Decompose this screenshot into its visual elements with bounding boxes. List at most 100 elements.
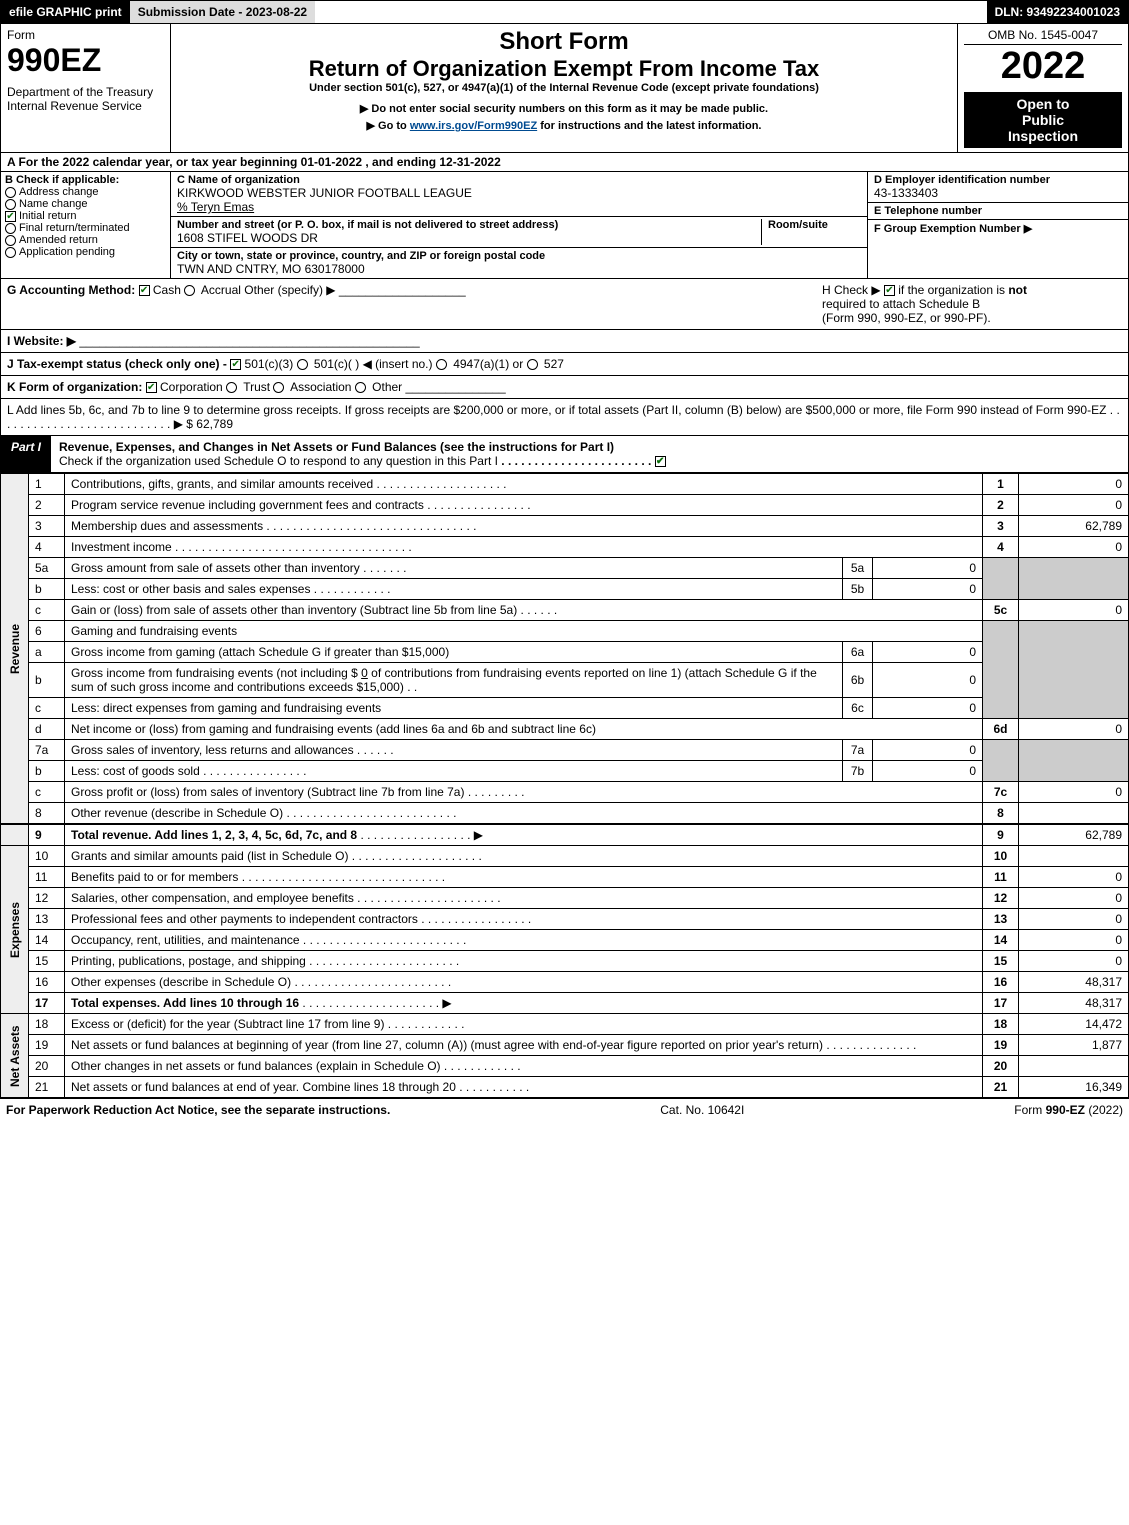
row-4: 4 Investment income . . . . . . . . . . … — [1, 537, 1129, 558]
sub3-post: for instructions and the latest informat… — [540, 120, 761, 132]
subtitle-2: ▶ Do not enter social security numbers o… — [177, 102, 951, 115]
open-line-2: Public — [968, 112, 1118, 128]
row-7c: c Gross profit or (loss) from sales of i… — [1, 782, 1129, 803]
row-5a: 5a Gross amount from sale of assets othe… — [1, 558, 1129, 579]
r1-n: 1 — [29, 474, 65, 495]
line-a: A For the 2022 calendar year, or tax yea… — [0, 153, 1129, 172]
row-6a: a Gross income from gaming (attach Sched… — [1, 642, 1129, 663]
chk-amended-return[interactable]: Amended return — [5, 234, 166, 246]
chk-application-pending[interactable]: Application pending — [5, 246, 166, 258]
row-12: 12 Salaries, other compensation, and emp… — [1, 888, 1129, 909]
row-6c: c Less: direct expenses from gaming and … — [1, 698, 1129, 719]
r1-v: 0 — [1019, 474, 1129, 495]
k-other-chk[interactable] — [355, 382, 366, 393]
topbar-spacer — [315, 1, 986, 23]
part-1-check[interactable] — [655, 456, 666, 467]
part-1-title: Revenue, Expenses, and Changes in Net As… — [59, 440, 614, 454]
i-lbl: I Website: ▶ — [7, 334, 76, 348]
line-g-h: G Accounting Method: Cash Accrual Other … — [0, 279, 1129, 330]
row-16: 16 Other expenses (describe in Schedule … — [1, 972, 1129, 993]
row-6b: b Gross income from fundraising events (… — [1, 663, 1129, 698]
j-501c3-chk[interactable] — [230, 359, 241, 370]
row-2: 2 Program service revenue including gove… — [1, 495, 1129, 516]
col-b: B Check if applicable: Address change Na… — [1, 172, 171, 278]
ein-val: 43-1333403 — [874, 186, 1122, 200]
f-lbl: F Group Exemption Number ▶ — [874, 222, 1122, 235]
row-15: 15 Printing, publications, postage, and … — [1, 951, 1129, 972]
irs-link[interactable]: www.irs.gov/Form990EZ — [410, 120, 537, 132]
row-7a: 7a Gross sales of inventory, less return… — [1, 740, 1129, 761]
h-chk[interactable] — [884, 285, 895, 296]
side-expenses: Expenses — [1, 846, 29, 1014]
row-3: 3 Membership dues and assessments . . . … — [1, 516, 1129, 537]
chk-name-change[interactable]: Name change — [5, 198, 166, 210]
part-1-tab: Part I — [1, 436, 51, 472]
row-9: 9 Total revenue. Add lines 1, 2, 3, 4, 5… — [1, 825, 1129, 846]
j-501c-chk[interactable] — [297, 359, 308, 370]
c-name-lbl: C Name of organization — [177, 174, 861, 186]
h-l3: (Form 990, 990-EZ, or 990-PF). — [822, 311, 991, 325]
l-text: L Add lines 5b, 6c, and 7b to line 9 to … — [7, 403, 1106, 417]
open-line-3: Inspection — [968, 128, 1118, 144]
k-corp-chk[interactable] — [146, 382, 157, 393]
row-8: 8 Other revenue (describe in Schedule O)… — [1, 803, 1129, 824]
footer-right-pre: Form — [1014, 1103, 1045, 1117]
block-bcdef: B Check if applicable: Address change Na… — [0, 172, 1129, 279]
k-assoc-chk[interactable] — [273, 382, 284, 393]
room-lbl: Room/suite — [768, 219, 861, 231]
h-l2: required to attach Schedule B — [822, 297, 980, 311]
main-title: Return of Organization Exempt From Incom… — [177, 56, 951, 82]
subtitle-3: ▶ Go to www.irs.gov/Form990EZ for instru… — [177, 119, 951, 132]
l-val: 62,789 — [196, 417, 233, 431]
sub3-pre: ▶ Go to — [367, 120, 410, 132]
j-lbl: J Tax-exempt status (check only one) - — [7, 357, 227, 371]
g-accrual: Accrual — [201, 283, 241, 297]
footer-left: For Paperwork Reduction Act Notice, see … — [6, 1103, 390, 1117]
row-5b: b Less: cost or other basis and sales ex… — [1, 579, 1129, 600]
line-j: J Tax-exempt status (check only one) - 5… — [0, 353, 1129, 376]
j-o1: 501(c)(3) — [245, 357, 294, 371]
chk-final-return[interactable]: Final return/terminated — [5, 222, 166, 234]
row-20: 20 Other changes in net assets or fund b… — [1, 1056, 1129, 1077]
chk-address-change[interactable]: Address change — [5, 186, 166, 198]
dept-line-1: Department of the Treasury — [7, 85, 164, 99]
efile-print-btn[interactable]: efile GRAPHIC print — [1, 1, 130, 23]
e-lbl: E Telephone number — [874, 205, 1122, 217]
part-1-table: Revenue 1 Contributions, gifts, grants, … — [0, 473, 1129, 824]
form-word: Form — [7, 28, 164, 42]
city-val: TWN AND CNTRY, MO 630178000 — [177, 262, 861, 276]
h-pre: H Check ▶ — [822, 283, 884, 297]
line-i: I Website: ▶ ___________________________… — [0, 330, 1129, 353]
g-cash: Cash — [153, 283, 181, 297]
form-header: Form 990EZ Department of the Treasury In… — [0, 24, 1129, 153]
j-4947-chk[interactable] — [436, 359, 447, 370]
g-accrual-chk[interactable] — [184, 285, 195, 296]
street-lbl: Number and street (or P. O. box, if mail… — [177, 219, 761, 231]
r1-d: Contributions, gifts, grants, and simila… — [71, 477, 373, 491]
row-5c: c Gain or (loss) from sale of assets oth… — [1, 600, 1129, 621]
form-number: 990EZ — [7, 42, 164, 79]
omb-number: OMB No. 1545-0047 — [964, 28, 1122, 45]
footer-mid: Cat. No. 10642I — [660, 1103, 744, 1117]
k-o1: Corporation — [160, 380, 223, 394]
row-21: 21 Net assets or fund balances at end of… — [1, 1077, 1129, 1098]
k-o4: Other — [372, 380, 402, 394]
dln-label: DLN: 93492234001023 — [987, 1, 1128, 23]
row-14: 14 Occupancy, rent, utilities, and maint… — [1, 930, 1129, 951]
j-527-chk[interactable] — [527, 359, 538, 370]
g-cash-chk[interactable] — [139, 285, 150, 296]
submission-date: Submission Date - 2023-08-22 — [130, 1, 315, 23]
side-netassets: Net Assets — [1, 1014, 29, 1098]
pct-name: % Teryn Emas — [177, 200, 861, 214]
j-o4: 527 — [544, 357, 564, 371]
row-18: Net Assets 18 Excess or (deficit) for th… — [1, 1014, 1129, 1035]
row-13: 13 Professional fees and other payments … — [1, 909, 1129, 930]
page-footer: For Paperwork Reduction Act Notice, see … — [0, 1098, 1129, 1121]
part-1-check-text: Check if the organization used Schedule … — [59, 454, 498, 468]
k-trust-chk[interactable] — [226, 382, 237, 393]
short-form-title: Short Form — [177, 28, 951, 56]
col-c: C Name of organization KIRKWOOD WEBSTER … — [171, 172, 868, 278]
row-6d: d Net income or (loss) from gaming and f… — [1, 719, 1129, 740]
tax-year: 2022 — [964, 45, 1122, 88]
chk-initial-return[interactable]: Initial return — [5, 210, 166, 222]
